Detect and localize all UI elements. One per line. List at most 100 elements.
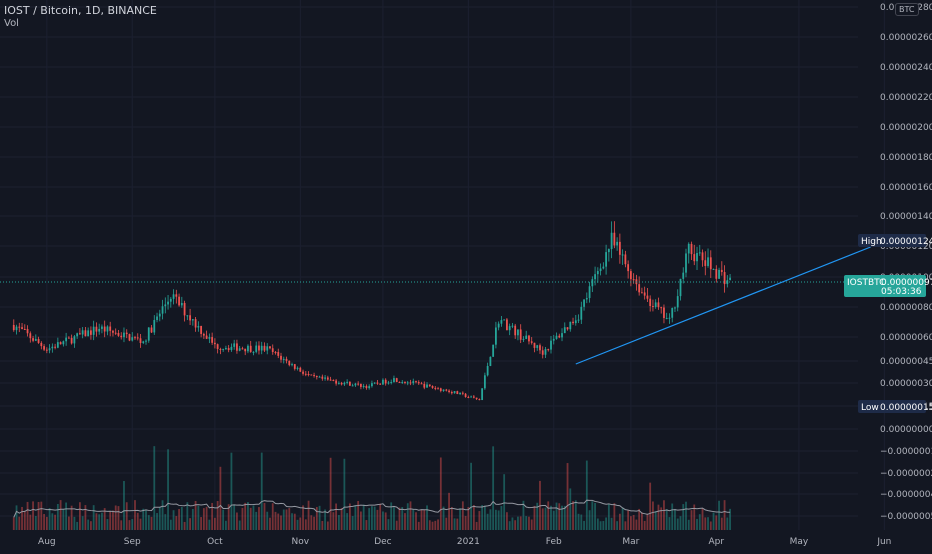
volume-bar — [674, 508, 676, 530]
volume-bar — [390, 502, 393, 530]
candle-body — [528, 335, 530, 342]
candle-body — [503, 319, 506, 321]
candle-body — [81, 330, 84, 335]
candle-body — [109, 326, 112, 331]
volume-legend-label[interactable]: Vol — [4, 18, 19, 29]
candle-body — [621, 254, 624, 256]
candle-body — [216, 344, 219, 349]
candle-body — [219, 348, 222, 350]
volume-bar — [547, 501, 550, 530]
candle-body — [423, 383, 426, 388]
candle-body — [373, 382, 376, 384]
volume-bar — [252, 505, 255, 530]
candle-body — [153, 320, 156, 333]
volume-bar — [663, 500, 665, 530]
candle-body — [313, 375, 315, 377]
volume-bar — [227, 504, 230, 530]
candle-body — [145, 340, 147, 342]
volume-bar — [563, 505, 566, 530]
candle-body — [241, 348, 244, 350]
price-tick-label: 0.00000200 — [880, 123, 932, 133]
volume-bar — [616, 521, 619, 530]
candle-body — [393, 378, 395, 383]
grid — [0, 0, 885, 530]
trendline[interactable] — [575, 246, 871, 365]
time-tick-label: Sep — [124, 537, 141, 547]
candle-body — [263, 345, 266, 351]
volume-bar — [544, 507, 547, 530]
price-axis[interactable]: 0.000002800.000002600.000002400.00000220… — [880, 3, 932, 522]
candle-body — [125, 332, 128, 335]
candle-body — [726, 280, 729, 285]
candle-body — [723, 272, 726, 285]
symbol-legend-title[interactable]: IOST / Bitcoin, 1D, BINANCE — [4, 4, 157, 17]
candle-body — [704, 260, 707, 266]
candle-body — [707, 257, 709, 266]
candle-body — [492, 344, 495, 357]
volume-bar — [125, 502, 128, 530]
volume-bar — [475, 521, 478, 530]
price-tick-label: 0.00000045 — [880, 357, 932, 367]
candle-body — [610, 232, 613, 250]
candle-body — [227, 348, 230, 351]
volume-bar — [340, 508, 343, 530]
volume-bar — [92, 505, 95, 530]
volume-bar — [594, 502, 596, 530]
volume-bar — [335, 503, 338, 530]
candle-body — [682, 272, 685, 279]
candle-body — [495, 327, 497, 345]
volume-bar — [263, 502, 266, 530]
price-tick-label: 0.00000000 — [880, 425, 932, 435]
candle-body — [715, 268, 718, 279]
candle-body — [665, 318, 668, 320]
candle-body — [156, 316, 158, 321]
candle-body — [51, 346, 54, 349]
candle-body — [318, 376, 321, 378]
volume-bar — [409, 501, 412, 530]
volume-bar — [522, 500, 525, 530]
volume-moving-average-line — [13, 499, 731, 518]
volume-bar — [161, 500, 164, 530]
candle-body — [439, 388, 442, 391]
candle-body — [175, 294, 178, 297]
candle-body — [354, 383, 357, 386]
candle-body — [613, 232, 616, 246]
candle-body — [522, 338, 525, 340]
candle-body — [73, 336, 76, 344]
volume-bar — [605, 517, 607, 530]
candle-body — [536, 345, 539, 348]
volume-bar — [238, 520, 241, 530]
volume-bar — [720, 517, 723, 530]
volume-bar — [70, 505, 73, 530]
candle-body — [530, 341, 533, 343]
price-tick-label: 0.00000220 — [880, 93, 932, 103]
candle-body — [59, 342, 62, 345]
volume-bar — [726, 517, 729, 530]
volume-bar — [453, 518, 456, 530]
volume-bar — [326, 521, 329, 530]
currency-badge[interactable]: BTC — [895, 3, 919, 16]
time-tick-label: Mar — [622, 537, 639, 547]
candle-body — [594, 274, 596, 280]
volume-bar — [271, 503, 274, 530]
volume-bar — [368, 508, 371, 530]
time-axis[interactable]: Aug Sep Oct Nov Dec 2021 Feb Mar Apr May Jun — [38, 537, 891, 547]
candle-body — [351, 385, 354, 387]
price-tick-label: 0.00000180 — [880, 153, 932, 163]
candle-body — [357, 383, 360, 385]
volume-bar — [439, 457, 442, 530]
candle-body — [45, 349, 48, 351]
candle-body — [340, 382, 343, 385]
candle-body — [120, 335, 123, 338]
candle-body — [552, 338, 555, 341]
volume-bar — [654, 511, 657, 530]
volume-bar — [167, 449, 169, 530]
volume-bar — [213, 517, 216, 530]
candle-body — [233, 343, 236, 347]
candle-body — [12, 325, 15, 331]
volume-bar — [34, 515, 37, 530]
volume-bar — [15, 505, 18, 530]
candle-body — [18, 326, 21, 328]
